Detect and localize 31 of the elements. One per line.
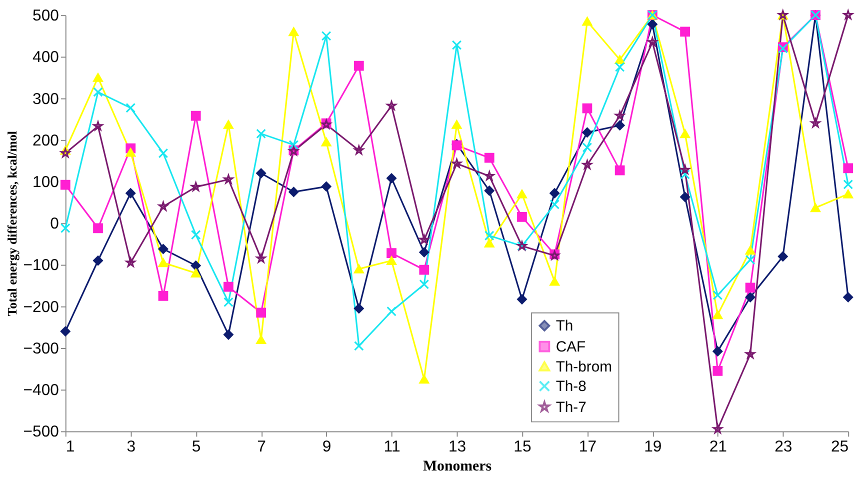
x-tick-label: 11 [384,438,400,456]
x-tick-label: 17 [578,438,597,456]
y-tick-label: 500 [32,8,60,25]
x-axis-title: Monomers [423,458,492,474]
x-tick-label: 23 [774,438,792,456]
y-tick-label: 400 [32,49,60,66]
x-tick-label: 25 [830,438,849,456]
y-tick-label: −100 [23,257,60,274]
y-tick-label: −400 [23,382,60,400]
legend-label: Th [556,318,574,335]
x-tick-label: 15 [514,438,532,456]
y-tick-label: −200 [23,298,60,316]
x-tick-label: 7 [257,438,266,456]
x-tick-label: 9 [322,438,332,456]
x-tick-label: 5 [192,438,201,456]
x-tick-label: 13 [448,438,466,456]
legend-label: Th-brom [556,359,612,376]
x-tick-label: 3 [126,438,136,456]
y-tick-label: −300 [23,340,60,358]
legend-label: Th-7 [556,400,586,416]
x-tick-label: 1 [66,438,75,456]
y-axis-title: Total energy differences, kcal/mol [5,130,20,316]
y-tick-label: 100 [32,174,60,191]
y-tick-label: −500 [23,424,60,441]
y-tick-label: 200 [32,132,60,150]
legend-label: Th-8 [556,379,586,396]
legend-label: CAF [556,339,586,356]
y-tick-label: 0 [50,216,60,233]
x-tick-label: 19 [644,438,662,456]
y-tick-label: 300 [32,90,60,108]
x-tick-label: 21 [709,438,728,456]
